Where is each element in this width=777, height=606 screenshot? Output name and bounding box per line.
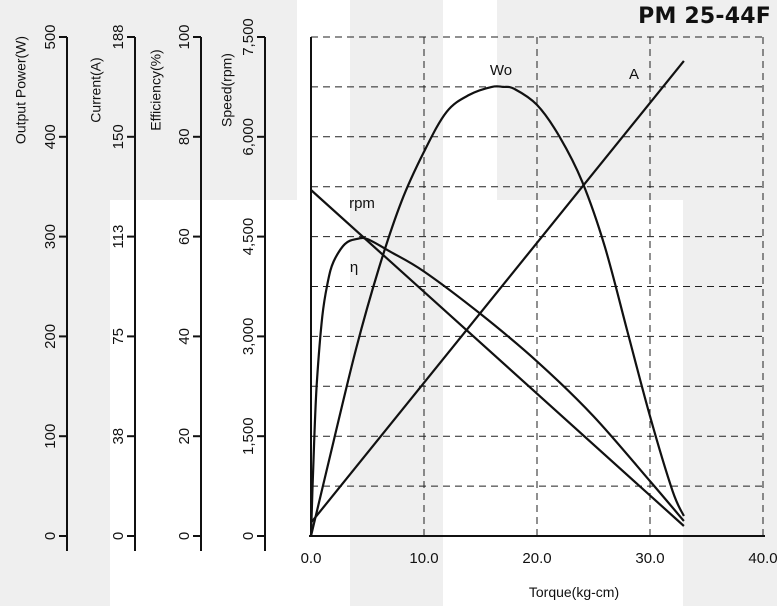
series-line-wo: [309, 85, 685, 537]
y-tick-label: 40: [176, 328, 193, 345]
curve-label-rpm: rpm: [349, 195, 375, 212]
y-tick-label: 0: [110, 532, 127, 540]
y-tick-label: 3,000: [240, 318, 257, 356]
y-tick-label: 188: [110, 24, 127, 49]
y-tick-label: 100: [42, 424, 59, 449]
y-tick-label: 1,500: [240, 417, 257, 455]
y-tick-label: 7,500: [240, 18, 257, 56]
y-tick-label: 75: [110, 328, 127, 345]
y-tick-label: 100: [176, 24, 193, 49]
panel-band-left: [0, 200, 110, 606]
y-axis-label: Current(A): [88, 57, 104, 122]
curve-label-efficiency: η: [350, 259, 358, 276]
y-tick-label: 500: [42, 24, 59, 49]
y-tick-label: 0: [42, 532, 59, 540]
y-axis-label: Output Power(W): [13, 36, 29, 144]
y-tick-label: 150: [110, 124, 127, 149]
x-tick-label: 40.0: [748, 550, 777, 567]
series-line-a: [310, 60, 685, 524]
y-tick-label: 0: [176, 532, 193, 540]
panel-band-right-top: [497, 0, 777, 200]
series-line-rpm: [310, 189, 685, 527]
y-tick-label: 80: [176, 128, 193, 145]
x-tick-label: 10.0: [409, 550, 438, 567]
series-line-efficiency: [309, 236, 685, 537]
x-axis-label: Torque(kg-cm): [529, 584, 619, 600]
y-tick-label: 400: [42, 124, 59, 149]
chart-title: PM 25-44F: [638, 4, 771, 29]
panel-band-right: [683, 200, 777, 606]
y-tick-label: 113: [110, 225, 127, 249]
y-tick-label: 0: [240, 532, 257, 540]
y-axis-label: Speed(rpm): [219, 53, 235, 127]
x-tick-label: 0.0: [301, 550, 322, 567]
panel-band-mid: [350, 0, 443, 606]
x-tick-label: 30.0: [635, 550, 664, 567]
x-tick-label: 20.0: [522, 550, 551, 567]
y-tick-label: 200: [42, 324, 59, 349]
y-tick-label: 4,500: [240, 218, 257, 256]
curve-label-a: A: [629, 66, 639, 83]
y-tick-label: 300: [42, 224, 59, 249]
y-tick-label: 38: [110, 428, 127, 445]
y-tick-label: 20: [176, 428, 193, 445]
y-tick-label: 60: [176, 228, 193, 245]
y-tick-label: 6,000: [240, 118, 257, 156]
curve-label-wo: Wo: [490, 62, 512, 79]
panel-band-top-left: [0, 0, 297, 200]
y-axis-label: Efficiency(%): [148, 49, 164, 130]
